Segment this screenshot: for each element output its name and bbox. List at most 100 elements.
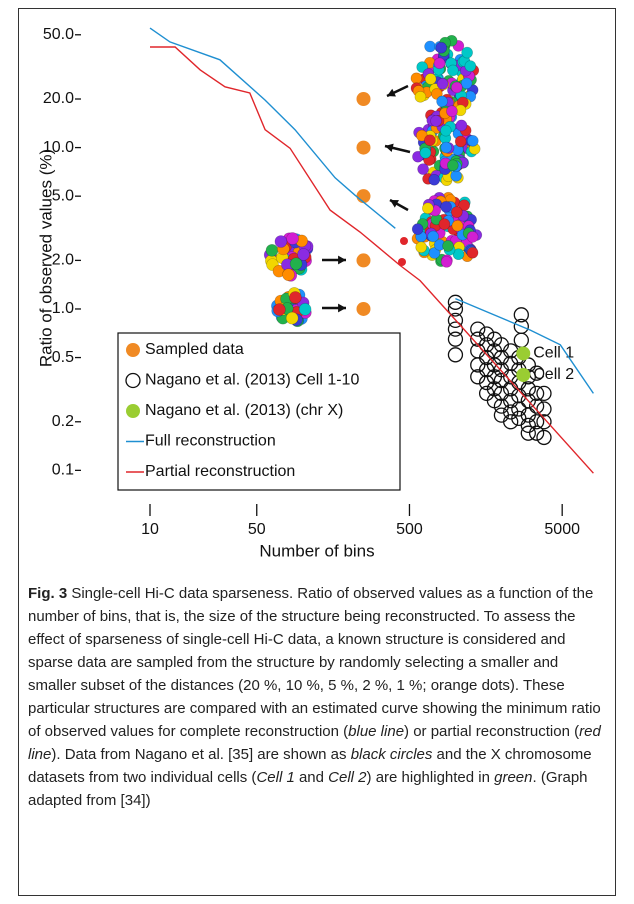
data-point — [470, 331, 486, 347]
figure-frame — [18, 8, 616, 896]
data-point — [356, 140, 371, 155]
data-point — [536, 401, 552, 417]
data-point — [447, 347, 464, 363]
bead — [285, 311, 299, 325]
structure-illustrations — [263, 34, 483, 328]
bead — [427, 230, 439, 243]
y-tick-label: 5.0 — [52, 187, 74, 204]
data-point — [493, 398, 510, 414]
data-point — [528, 385, 545, 402]
bead — [436, 95, 448, 108]
caption-text: ). Data from Nagano et al. [35] are show… — [51, 746, 351, 763]
data-point — [528, 425, 545, 441]
bead — [440, 141, 453, 154]
bead — [282, 268, 295, 282]
data-point — [447, 301, 464, 317]
data-point — [536, 429, 552, 446]
caption-text: red line — [28, 723, 601, 763]
caption-text: green — [494, 769, 533, 786]
chart: Number of bins Ratio of observed values … — [36, 26, 594, 560]
arrow-head — [385, 143, 394, 153]
bead — [400, 237, 408, 245]
y-tick-label: 20.0 — [43, 90, 74, 107]
data-point — [493, 407, 510, 423]
bead — [461, 46, 473, 59]
legend-swatch — [126, 404, 140, 418]
bead — [440, 201, 452, 213]
bead — [454, 135, 467, 148]
data-point — [516, 367, 531, 382]
bead — [415, 241, 427, 254]
y-tick-label: 0.2 — [52, 413, 74, 430]
bead — [289, 257, 303, 271]
legend-label: Nagano et al. (2013) (chr X) — [145, 402, 343, 419]
bead — [273, 303, 286, 316]
x-tick-label: 5000 — [544, 521, 580, 538]
bead — [297, 248, 310, 261]
bead — [451, 206, 463, 218]
bead — [398, 258, 406, 266]
y-tick-label: 0.5 — [52, 349, 74, 366]
data-point — [520, 381, 536, 397]
series-line — [149, 27, 594, 394]
y-tick-label: 1.0 — [52, 300, 74, 317]
point-label: Cell 1 — [533, 345, 574, 362]
bead — [436, 78, 449, 90]
data-point — [536, 414, 552, 430]
bead — [446, 105, 458, 118]
bead — [452, 248, 465, 261]
bead — [289, 291, 302, 304]
bead — [451, 219, 464, 232]
y-tick-label: 10.0 — [43, 139, 74, 156]
data-point — [528, 414, 545, 430]
data-point — [520, 425, 536, 441]
data-point — [356, 253, 371, 268]
data-point — [536, 385, 552, 402]
legend-box — [117, 332, 401, 491]
legend-label: Sampled data — [145, 341, 244, 358]
bead — [428, 247, 441, 259]
bead — [411, 223, 424, 235]
legend-label: Nagano et al. (2013) Cell 1-10 — [145, 372, 359, 389]
bead — [414, 91, 427, 103]
arrow-head — [390, 200, 399, 208]
arrow-head — [387, 88, 396, 97]
legend-swatch — [126, 343, 140, 357]
bead — [428, 173, 441, 186]
bead — [438, 218, 451, 230]
bead — [410, 72, 423, 85]
y-tick-label: 2.0 — [52, 252, 74, 269]
series-line — [150, 46, 594, 474]
bead — [274, 235, 288, 248]
bead — [440, 256, 453, 268]
legend-label: Partial reconstruction — [145, 463, 295, 480]
bead — [422, 202, 434, 215]
bead — [466, 231, 479, 243]
bead — [450, 81, 463, 94]
bead — [460, 77, 473, 90]
caption-text: Cell 2 — [328, 769, 367, 786]
data-point — [447, 321, 464, 337]
data-point — [513, 332, 529, 348]
x-axis-label: Number of bins — [259, 541, 374, 560]
x-tick-label: 10 — [141, 521, 159, 538]
data-point — [513, 307, 529, 323]
caption-text: ) are highlighted in — [366, 769, 495, 786]
data-point — [447, 312, 464, 329]
data-point — [356, 189, 371, 204]
bead — [435, 41, 448, 54]
figure-caption: Fig. 3 Single-cell Hi-C data sparseness.… — [28, 582, 608, 812]
caption-label: Fig. 3 — [28, 585, 68, 602]
bead — [424, 134, 436, 147]
arrow-head — [338, 255, 346, 265]
bead — [424, 40, 436, 53]
data-point — [356, 301, 371, 316]
y-tick-label: 0.1 — [52, 462, 74, 479]
x-tick-label: 500 — [396, 521, 423, 538]
data-point — [478, 385, 495, 402]
bead — [466, 246, 479, 259]
data-point — [447, 331, 464, 347]
bead — [286, 232, 299, 245]
bead — [455, 119, 468, 132]
